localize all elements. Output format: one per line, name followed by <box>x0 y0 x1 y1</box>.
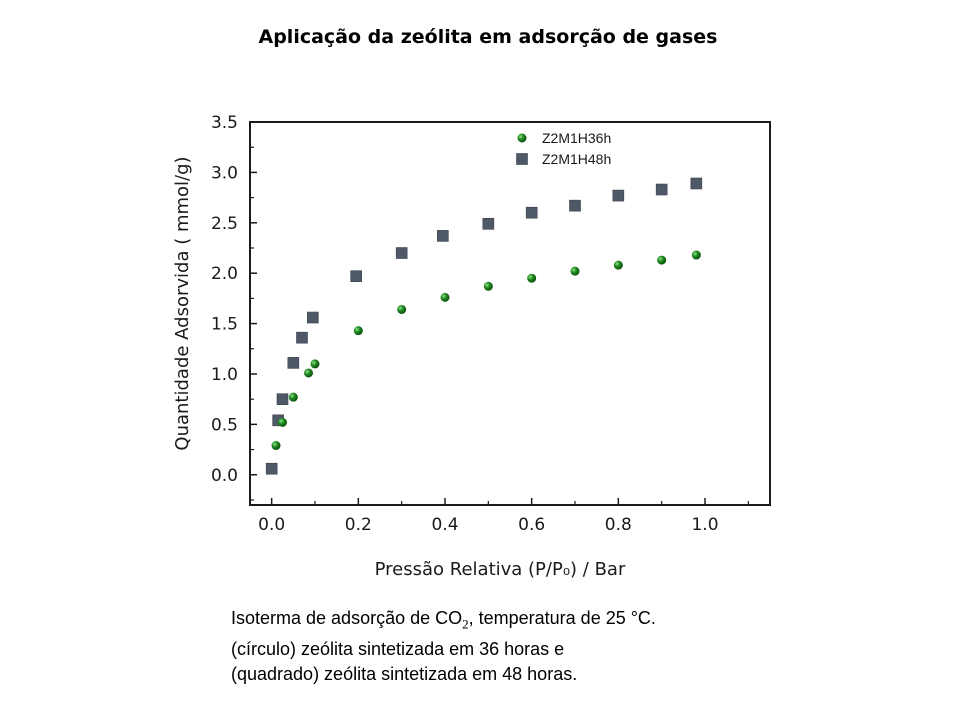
data-point-z2m1h36h <box>397 304 407 314</box>
data-point-z2m1h36h <box>304 368 313 378</box>
caption-line-1-prefix: Isoterma de adsorção de CO <box>231 608 463 628</box>
data-point-z2m1h48h <box>437 230 449 242</box>
y-tick-label: 3.0 <box>211 163 238 183</box>
data-point-z2m1h36h <box>613 260 623 270</box>
legend-marker-z2m1h48h <box>516 153 528 165</box>
caption-line-2: (círculo) zeólita sintetizada em 36 hora… <box>231 638 565 659</box>
data-point-z2m1h36h <box>527 273 537 283</box>
y-tick-label: 0.0 <box>211 466 238 486</box>
data-point-z2m1h36h <box>271 441 281 451</box>
data-point-z2m1h48h <box>482 217 495 230</box>
caption-line-1-subscript: 2 <box>462 616 469 632</box>
data-point-z2m1h48h <box>655 183 668 196</box>
data-point-z2m1h48h <box>395 247 408 259</box>
data-point-z2m1h48h <box>569 199 581 212</box>
caption-line-3: (quadrado) zeólita sintetizada em 48 hor… <box>231 663 578 684</box>
y-tick-label: 2.0 <box>211 264 238 284</box>
data-point-z2m1h36h <box>691 250 701 260</box>
data-point-z2m1h36h <box>483 281 493 291</box>
data-point-z2m1h48h <box>296 331 308 344</box>
x-tick-label: 0.4 <box>431 515 458 535</box>
x-tick-label: 0.8 <box>605 515 632 535</box>
x-tick-label: 1.0 <box>691 515 718 535</box>
data-point-z2m1h48h <box>612 189 625 202</box>
data-point-z2m1h48h <box>287 357 300 369</box>
plot-frame <box>249 121 771 506</box>
data-point-z2m1h36h <box>353 326 363 336</box>
x-tick-label: 0.2 <box>345 515 372 535</box>
caption-line-1-suffix: , temperatura de 25 °C. <box>468 608 656 628</box>
data-point-z2m1h48h <box>350 270 362 283</box>
y-axis-title: Quantidade Adsorvida ( mmol/g) <box>172 156 193 450</box>
data-point-z2m1h48h <box>276 393 289 405</box>
legend-label: Z2M1H36h <box>542 130 611 146</box>
data-point-z2m1h48h <box>690 177 703 190</box>
data-point-z2m1h36h <box>278 417 287 427</box>
data-point-z2m1h36h <box>288 392 298 402</box>
slide-title: Aplicação da zeólita em adsorção de gase… <box>258 26 718 48</box>
x-tick-label: 0.0 <box>258 515 285 535</box>
data-point-z2m1h36h <box>657 255 667 265</box>
legend-marker-z2m1h36h <box>517 133 527 143</box>
y-tick-label: 1.0 <box>211 365 238 385</box>
caption-line-1: Isoterma de adsorção de CO2, temperatura… <box>231 606 791 637</box>
data-point-z2m1h48h <box>265 462 278 475</box>
data-point-z2m1h36h <box>440 292 450 302</box>
data-point-z2m1h48h <box>525 206 538 219</box>
y-tick-label: 0.5 <box>211 415 238 435</box>
data-point-z2m1h36h <box>570 266 580 276</box>
figure-caption: Isoterma de adsorção de CO2, temperatura… <box>231 606 791 687</box>
y-tick-label: 2.5 <box>211 214 238 234</box>
y-tick-label: 3.5 <box>211 113 238 133</box>
data-point-z2m1h48h <box>307 311 319 324</box>
y-tick-label: 1.5 <box>211 315 238 335</box>
x-tick-label: 0.6 <box>518 515 545 535</box>
x-axis-title: Pressão Relativa (P/P₀) / Bar <box>375 559 626 580</box>
legend-label: Z2M1H48h <box>542 151 611 167</box>
data-point-z2m1h36h <box>310 359 320 369</box>
